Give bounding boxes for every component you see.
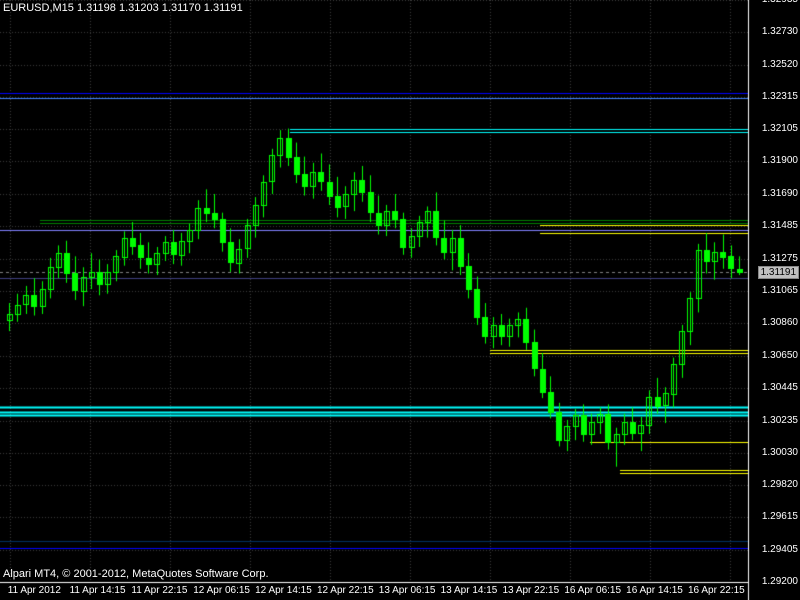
chart-canvas[interactable] — [0, 0, 800, 600]
chart-container[interactable]: EURUSD,M15 1.31198 1.31203 1.31170 1.311… — [0, 0, 800, 600]
